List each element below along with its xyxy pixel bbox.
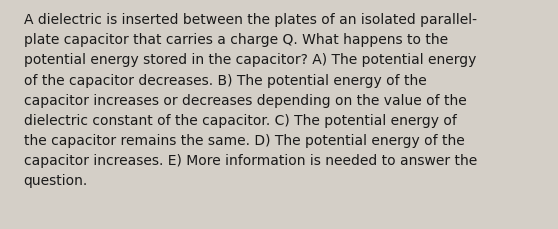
Text: A dielectric is inserted between the plates of an isolated parallel-
plate capac: A dielectric is inserted between the pla… (23, 13, 477, 187)
